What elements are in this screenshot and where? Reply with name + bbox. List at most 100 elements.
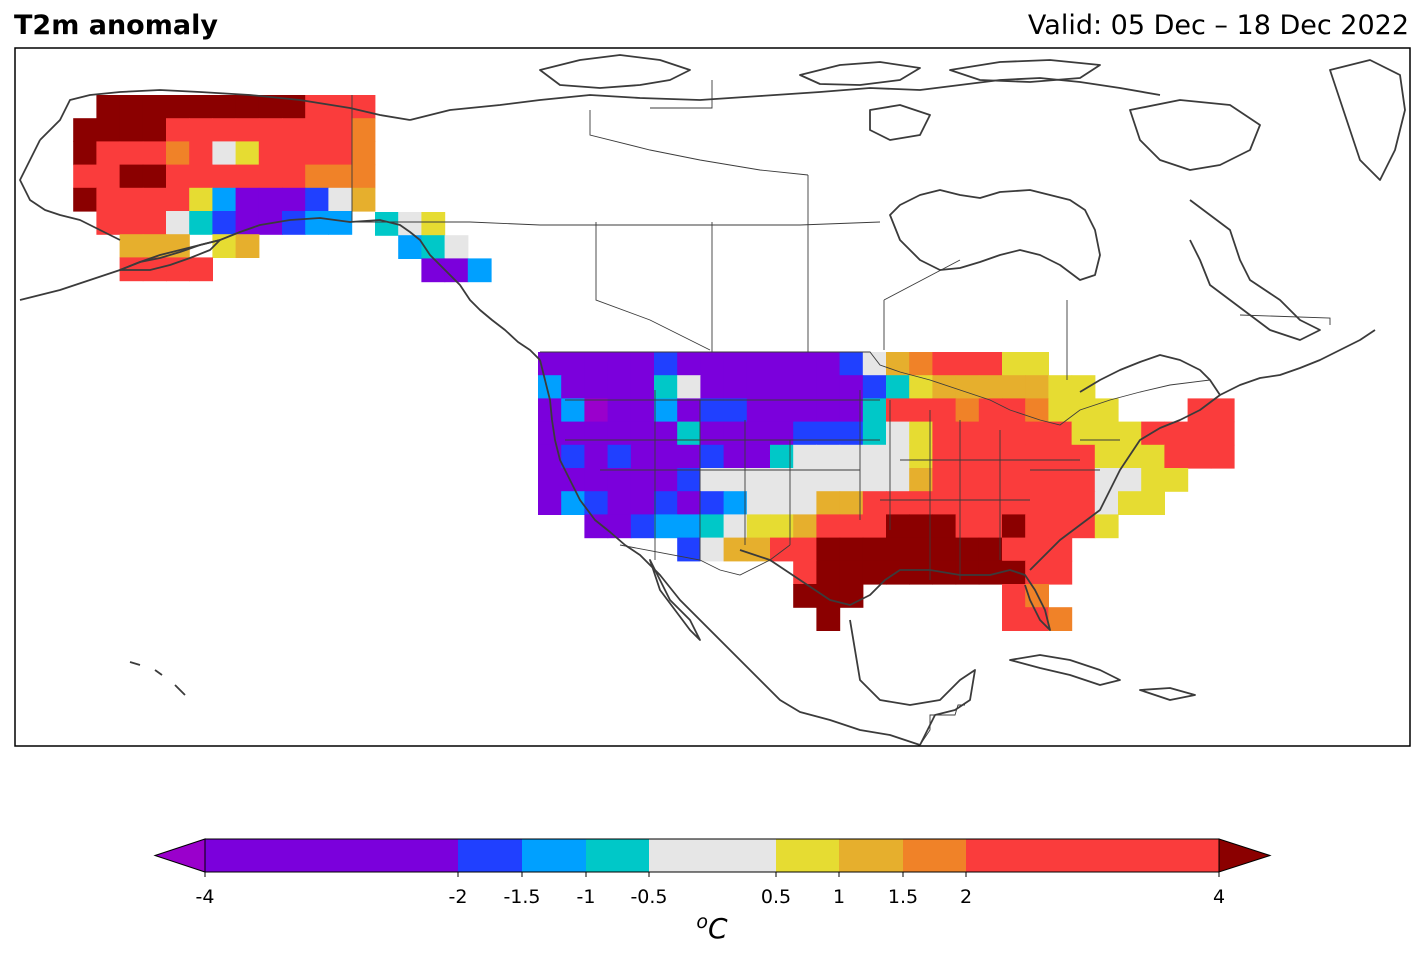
grid-cell bbox=[1071, 398, 1096, 423]
grid-cell bbox=[1118, 468, 1142, 492]
grid-cell bbox=[839, 491, 864, 515]
grid-cell bbox=[816, 491, 841, 515]
grid-cell bbox=[1025, 375, 1049, 399]
grid-cell bbox=[909, 444, 933, 469]
grid-cell bbox=[1048, 468, 1073, 492]
grid-cell bbox=[723, 421, 748, 446]
grid-cell bbox=[654, 421, 678, 446]
grid-cell bbox=[258, 164, 283, 189]
grid-cell bbox=[1002, 421, 1026, 446]
grid-cell bbox=[978, 444, 1003, 469]
grid-cell bbox=[1094, 444, 1119, 469]
colorbar-tick-label: 4 bbox=[1213, 886, 1225, 908]
grid-cell bbox=[1025, 607, 1049, 631]
grid-cell bbox=[793, 421, 817, 446]
grid-cell bbox=[1002, 514, 1026, 539]
grid-cell bbox=[119, 141, 144, 166]
grid-cell bbox=[166, 95, 190, 119]
grid-cell bbox=[282, 187, 306, 212]
grid-cell bbox=[862, 537, 887, 562]
grid-cell bbox=[212, 211, 237, 235]
grid-cell bbox=[142, 187, 167, 212]
grid-cell bbox=[1002, 560, 1026, 585]
grid-cell bbox=[700, 375, 725, 399]
grid-cell bbox=[1002, 607, 1026, 631]
grid-cell bbox=[142, 95, 167, 119]
grid-cell bbox=[978, 375, 1003, 399]
grid-cell bbox=[607, 444, 632, 469]
grid-cell bbox=[700, 398, 725, 423]
grid-cell bbox=[816, 398, 841, 423]
grid-cell bbox=[351, 141, 376, 166]
grid-cell bbox=[584, 398, 609, 423]
grid-cell bbox=[1187, 444, 1212, 469]
grid-cell bbox=[305, 187, 329, 212]
grid-cell bbox=[746, 352, 771, 376]
grid-cell bbox=[142, 118, 167, 142]
grid-cell bbox=[282, 211, 306, 235]
grid-cell bbox=[630, 491, 655, 515]
grid-cell bbox=[166, 257, 190, 282]
grid-cell bbox=[328, 118, 353, 142]
grid-cell bbox=[770, 444, 794, 469]
grid-cell bbox=[119, 234, 144, 258]
grid-cell bbox=[166, 118, 190, 142]
political-borders bbox=[351, 80, 1331, 746]
grid-cell bbox=[1094, 421, 1119, 446]
grid-cell bbox=[654, 398, 678, 423]
grid-cell bbox=[1094, 398, 1119, 423]
grid-cell bbox=[1118, 421, 1142, 446]
grid-cell bbox=[909, 468, 933, 492]
grid-cell bbox=[816, 560, 841, 585]
grid-cell bbox=[654, 375, 678, 399]
grid-cell bbox=[955, 514, 980, 539]
grid-cell bbox=[886, 491, 910, 515]
colorbar-bin bbox=[776, 839, 839, 872]
grid-cell bbox=[909, 560, 933, 585]
grid-cell bbox=[1025, 421, 1049, 446]
grid-cell bbox=[119, 211, 144, 235]
grid-cell bbox=[886, 537, 910, 562]
grid-cell bbox=[398, 235, 422, 259]
grid-cell bbox=[955, 444, 980, 469]
grid-cell bbox=[1002, 537, 1026, 562]
grid-cell bbox=[1002, 375, 1026, 399]
grid-cell bbox=[189, 95, 213, 119]
grid-cell bbox=[862, 375, 887, 399]
colorbar-tick-label: -0.5 bbox=[630, 886, 667, 908]
grid-cell bbox=[351, 164, 376, 189]
grid-cell bbox=[909, 537, 933, 562]
map-frame bbox=[14, 47, 1411, 747]
grid-cell bbox=[723, 491, 748, 515]
grid-cell bbox=[932, 491, 957, 515]
grid-cell bbox=[793, 584, 817, 608]
grid-cell bbox=[677, 421, 701, 446]
grid-cell bbox=[886, 444, 910, 469]
grid-cell bbox=[862, 421, 887, 446]
grid-cell bbox=[816, 375, 841, 399]
grid-cell bbox=[305, 118, 329, 142]
grid-cell bbox=[677, 398, 701, 423]
grid-cell bbox=[955, 375, 980, 399]
grid-cell bbox=[793, 352, 817, 376]
grid-cell bbox=[839, 560, 864, 585]
grid-cell bbox=[886, 398, 910, 423]
grid-cell bbox=[1048, 398, 1073, 423]
grid-cell bbox=[723, 468, 748, 492]
grid-cell bbox=[932, 375, 957, 399]
grid-cell bbox=[189, 257, 213, 282]
grid-cell bbox=[886, 421, 910, 446]
grid-cell bbox=[793, 375, 817, 399]
grid-cell bbox=[607, 375, 632, 399]
grid-cell bbox=[793, 468, 817, 492]
grid-cell bbox=[978, 352, 1003, 376]
grid-region-alaska-panhandle bbox=[375, 212, 492, 283]
grid-cell bbox=[73, 164, 97, 189]
colorbar-tick-label: -4 bbox=[196, 886, 215, 908]
grid-cell bbox=[584, 444, 609, 469]
grid-cell bbox=[630, 468, 655, 492]
grid-cell bbox=[1025, 352, 1049, 376]
grid-cell bbox=[538, 421, 562, 446]
grid-cell bbox=[305, 211, 329, 235]
colorbar-bin bbox=[205, 839, 458, 872]
